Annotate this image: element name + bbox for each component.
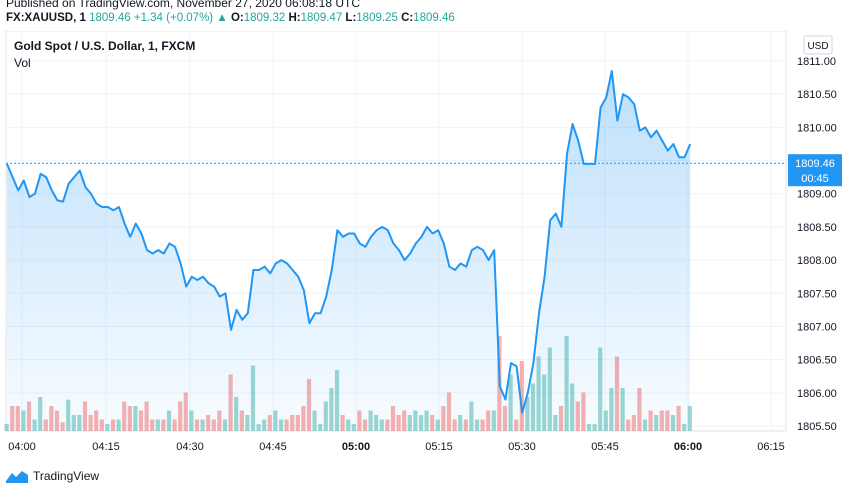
published-note: Published on TradingView.com, November 2… — [6, 0, 360, 10]
open-value: 1809.32 — [243, 12, 286, 24]
y-tick-label: 1807.00 — [797, 321, 837, 333]
x-tick-label: 04:30 — [176, 441, 204, 453]
price-line — [6, 70, 692, 414]
volume-bar — [519, 361, 524, 431]
x-tick-label: 06:15 — [757, 441, 785, 453]
ohlc-legend: FX:XAUUSD, 1 1809.46 +1.34 (+0.07%) ▲ O:… — [6, 12, 455, 24]
footer: TradingView — [6, 467, 99, 485]
last-price-label: 1809.46 — [795, 158, 835, 170]
x-tick-label: 04:00 — [8, 441, 36, 453]
currency-label: USD — [807, 41, 828, 52]
x-tick-label: 05:00 — [342, 441, 370, 453]
y-tick-label: 1808.50 — [797, 222, 837, 234]
y-tick-label: 1810.50 — [797, 89, 837, 101]
price-tag: 1809.46 00:45 — [788, 154, 842, 187]
change-value: +1.34 (+0.07%) — [133, 12, 214, 24]
y-tick-label: 1808.00 — [797, 255, 837, 267]
countdown-label: 00:45 — [801, 173, 829, 185]
currency-badge[interactable] — [803, 35, 833, 55]
last-price: 1809.46 — [89, 12, 131, 24]
low-value: 1809.25 — [356, 12, 398, 24]
y-tick-label: 1807.50 — [797, 288, 837, 300]
open-label: O: — [230, 12, 244, 24]
low-label: L: — [345, 12, 357, 24]
brand-name: TradingView — [33, 469, 100, 483]
x-tick-label: 04:45 — [259, 441, 287, 453]
price-area — [7, 71, 691, 431]
close-label: C: — [401, 12, 414, 24]
x-tick-label: 06:00 — [674, 441, 702, 453]
price-chart[interactable]: 1811.001810.501810.001809.501809.001808.… — [0, 30, 852, 463]
y-tick-label: 1810.00 — [797, 122, 837, 134]
triangle-up-icon: ▲ — [216, 12, 228, 24]
y-tick-label: 1806.50 — [797, 355, 837, 367]
volume-label: Vol — [14, 56, 31, 70]
y-tick-label: 1811.00 — [797, 56, 836, 68]
y-tick-label: 1809.00 — [797, 189, 837, 201]
chart-panel[interactable]: 1811.001810.501810.001809.501809.001808.… — [0, 30, 852, 463]
x-tick-label: 05:30 — [508, 441, 536, 453]
x-tick-label: 05:15 — [425, 441, 453, 453]
volume-bar — [4, 424, 9, 431]
close-value: 1809.46 — [413, 12, 455, 24]
symbol-label: FX:XAUUSD, 1 — [6, 12, 86, 24]
high-label: H: — [288, 12, 301, 24]
chart-title: Gold Spot / U.S. Dollar, 1, FXCM — [14, 39, 195, 53]
y-tick-label: 1806.00 — [797, 388, 837, 400]
y-tick-label: 1805.50 — [797, 421, 837, 433]
x-tick-label: 04:15 — [92, 441, 120, 453]
tradingview-logo-icon — [6, 471, 28, 483]
x-tick-label: 05:45 — [591, 441, 619, 453]
high-value: 1809.47 — [300, 12, 343, 24]
